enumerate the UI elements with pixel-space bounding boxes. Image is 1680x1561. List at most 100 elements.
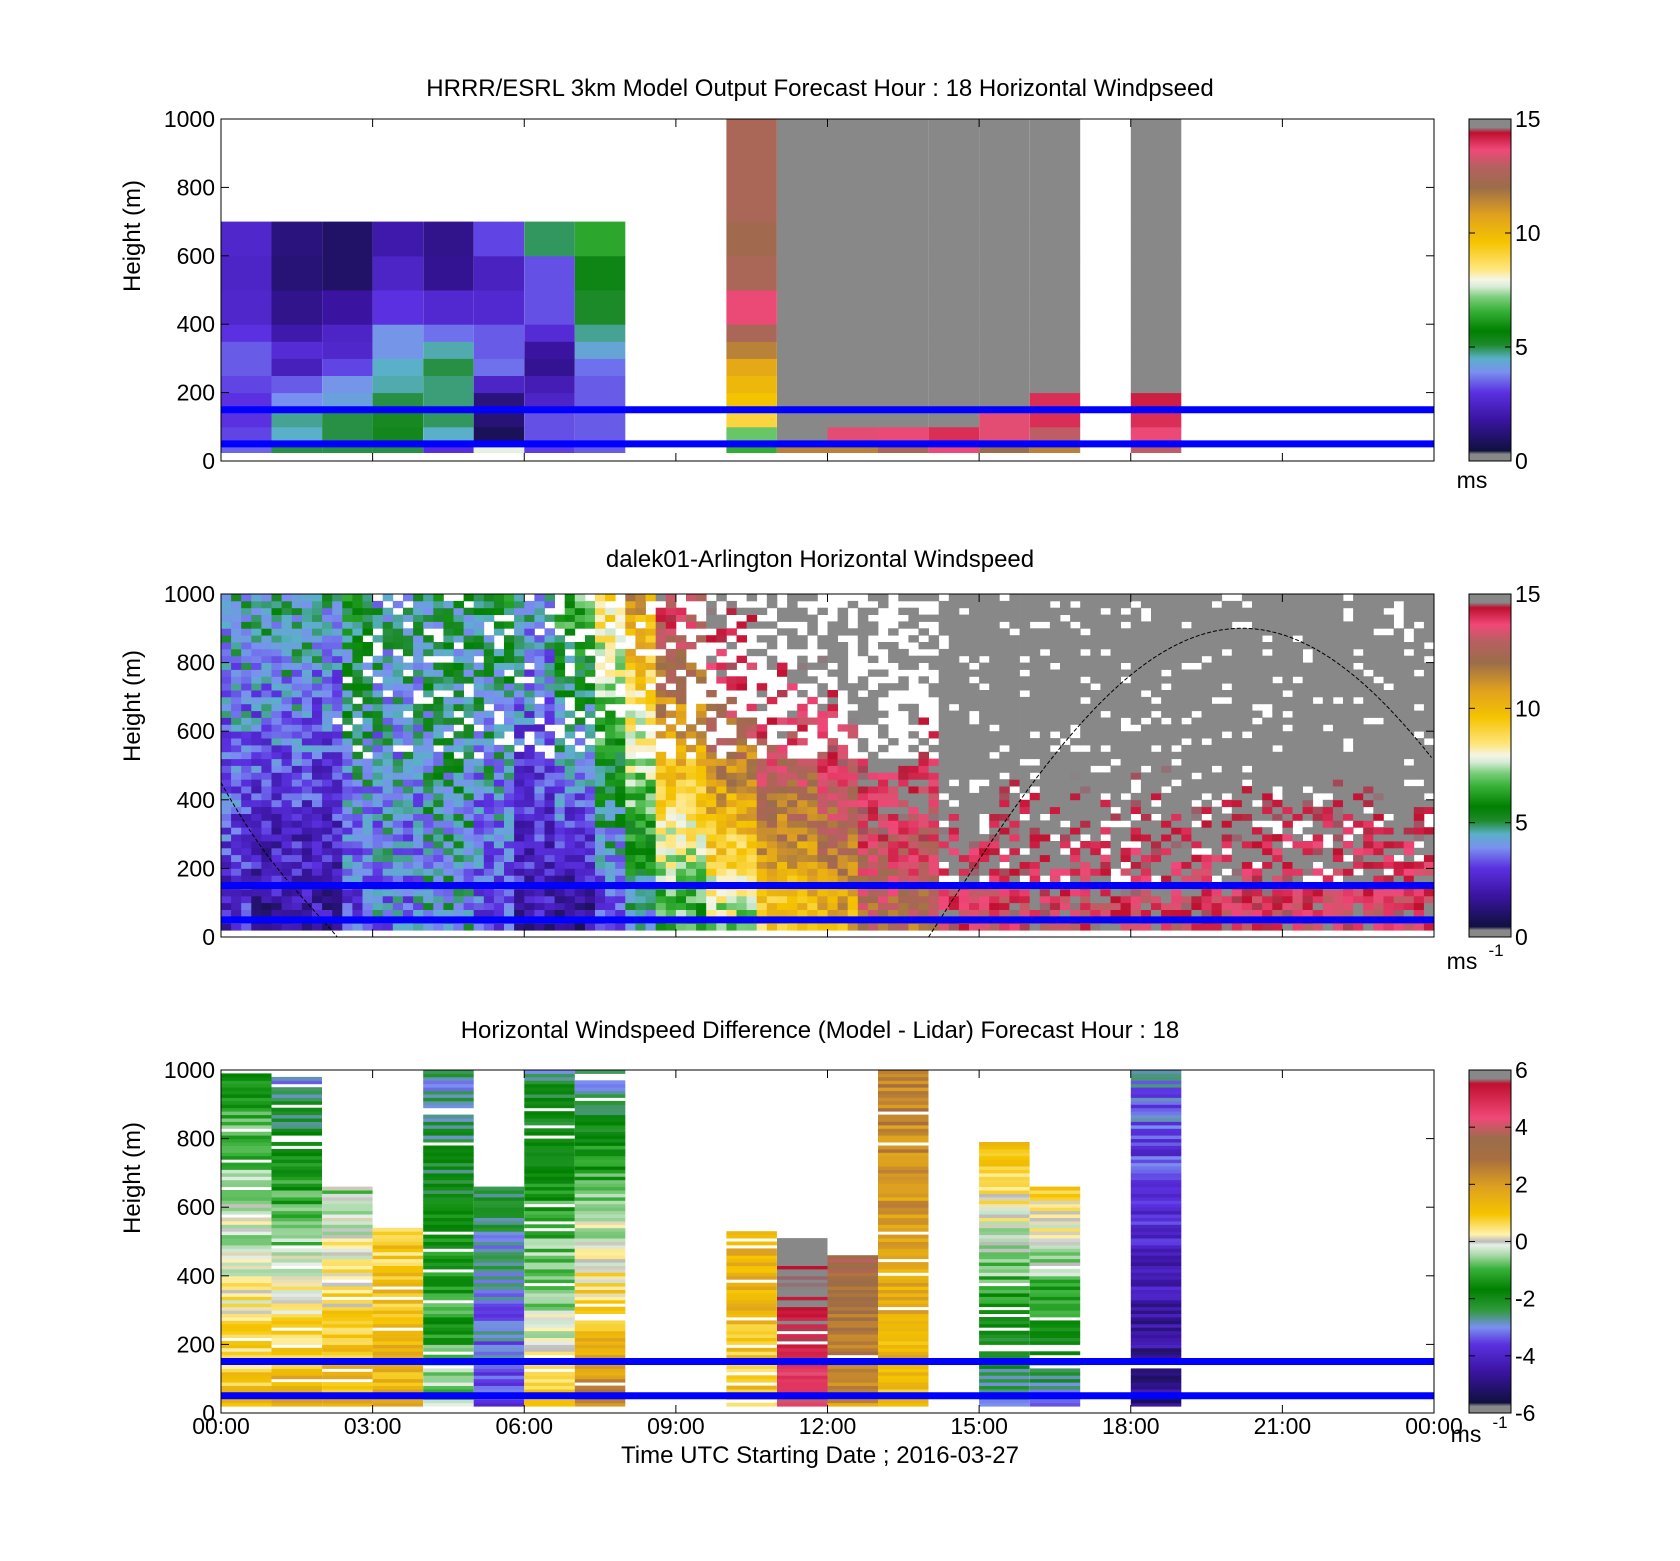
heatmap-cell [362,696,373,705]
heatmap-cell [817,655,828,663]
heatmap-cell [291,607,303,615]
heatmap-cell [423,703,434,712]
colorbar-unit: ms [1457,467,1488,493]
heatmap-cell [1282,889,1293,897]
heatmap-cell [332,635,343,643]
heatmap-cell [1029,806,1041,814]
heatmap-cell [847,628,859,636]
heatmap-cell [1039,779,1051,787]
heatmap-cell [686,889,697,897]
heatmap-cell [261,696,272,705]
heatmap-cell [382,834,394,842]
heatmap-cell [524,889,535,897]
heatmap-cell [1322,628,1334,636]
heatmap-cell [1272,738,1283,746]
heatmap-cell [372,895,384,904]
heatmap-cell [766,717,778,725]
heatmap-cell [726,255,777,291]
heatmap-cell [1130,409,1182,428]
heatmap-cell [777,806,788,814]
heatmap-cell [696,594,707,602]
heatmap-cell [493,696,505,705]
heatmap-cell [1120,772,1132,780]
heatmap-cell [1019,744,1031,753]
heatmap-cell [635,889,646,897]
heatmap-cell [1120,889,1132,897]
heatmap-cell [413,594,424,602]
heatmap-cell [1181,655,1192,663]
heatmap-cell [1130,889,1142,897]
heatmap-cell [382,662,394,670]
heatmap-cell [534,868,545,876]
heatmap-cell [221,696,232,705]
heatmap-cell [1221,628,1233,636]
heatmap-cell [1191,635,1202,643]
heatmap-cell [1262,834,1273,842]
heatmap-cell [1292,758,1303,766]
heatmap-cell [483,792,495,801]
heatmap-cell [423,895,434,904]
heatmap-cell [625,834,636,842]
heatmap-cell [827,221,878,257]
heatmap-cell [514,779,525,787]
heatmap-cell [665,655,677,663]
heatmap-cell [625,696,636,705]
heatmap-cell [1262,847,1273,856]
heatmap-cell [615,806,626,814]
heatmap-cell [1201,607,1212,615]
heatmap-cell [635,628,646,636]
heatmap-cell [1262,758,1273,766]
heatmap-cell [837,662,849,670]
heatmap-cell [352,786,363,794]
heatmap-cell [1130,895,1142,904]
heatmap-cell [989,772,1000,780]
heatmap-cell [1049,902,1061,910]
heatmap-cell [1181,895,1192,904]
heatmap-cell [1211,827,1223,835]
heatmap-cell [564,834,576,842]
heatmap-cell [504,841,515,849]
heatmap-cell [342,786,353,794]
heatmap-cell [928,847,940,856]
heatmap-cell [514,655,525,663]
heatmap-cell [1130,655,1142,663]
heatmap-cell [453,703,464,712]
heatmap-cell [645,827,657,835]
heatmap-cell [382,642,394,650]
heatmap-cell [1312,703,1324,712]
heatmap-cell [352,875,363,883]
heatmap-cell [564,690,576,698]
heatmap-cell [1211,902,1223,910]
heatmap-cell [958,889,970,897]
heatmap-cell [867,751,879,760]
heatmap-cell [392,813,404,821]
heatmap-cell [403,792,414,801]
heatmap-cell [1060,799,1071,808]
heatmap-cell [605,676,616,684]
heatmap-cell [938,799,950,808]
heatmap-cell [1120,751,1132,760]
heatmap-cell [686,847,697,856]
heatmap-cell [1090,861,1101,869]
heatmap-cell [706,792,717,801]
heatmap-cell [938,669,950,677]
heatmap-cell [403,895,414,904]
heatmap-cell [1130,669,1142,677]
heatmap-cell [1221,765,1233,773]
heatmap-cell [271,847,282,856]
heatmap-cell [1241,895,1253,904]
heatmap-cell [271,621,282,629]
heatmap-cell [1039,600,1051,609]
heatmap-cell [878,841,889,849]
heatmap-cell [989,820,1000,828]
heatmap-cell [251,614,262,622]
heatmap-cell [1292,621,1303,629]
heatmap-cell [1211,683,1223,691]
heatmap-cell [867,820,879,828]
heatmap-cell [241,751,252,760]
heatmap-cell [969,861,980,869]
heatmap-cell [271,875,282,883]
heatmap-cell [1070,683,1081,691]
heatmap-cell [413,765,424,773]
heatmap-cell [574,827,586,835]
